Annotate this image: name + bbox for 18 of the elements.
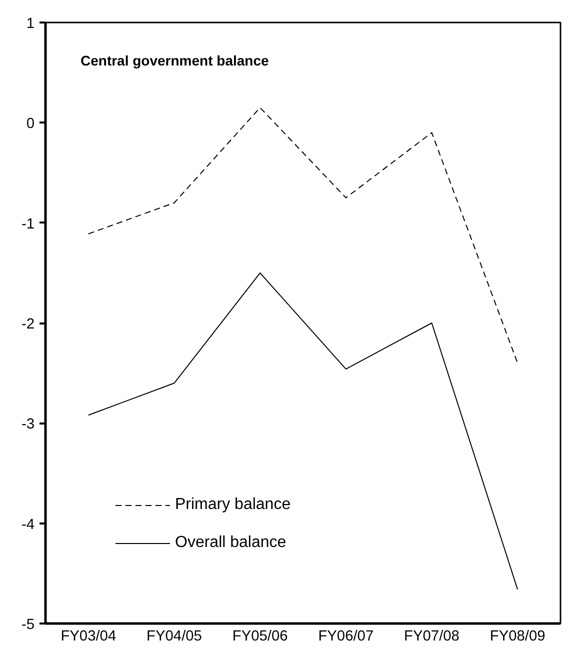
y-tick-label: 0 [26, 116, 35, 132]
x-tick-label: FY07/08 [404, 628, 460, 644]
x-tick-label: FY04/05 [146, 628, 202, 644]
legend-label: Primary balance [175, 496, 291, 514]
legend-label: Overall balance [175, 534, 286, 552]
x-tick-label: FY03/04 [60, 628, 116, 644]
y-tick-label: -5 [21, 617, 35, 633]
y-tick-label: -2 [21, 316, 35, 332]
line-series [88, 107, 518, 364]
y-tick-label: -4 [21, 516, 35, 533]
x-tick-label: FY06/07 [318, 628, 374, 644]
y-tick-label: -1 [21, 216, 35, 232]
line-series [88, 272, 518, 590]
y-tick-label: 1 [26, 16, 35, 32]
text: Central government balance [80, 52, 269, 68]
y-tick-label: -3 [21, 416, 35, 433]
x-tick-label: FY08/09 [490, 628, 546, 644]
x-tick-label: FY05/06 [232, 628, 288, 644]
